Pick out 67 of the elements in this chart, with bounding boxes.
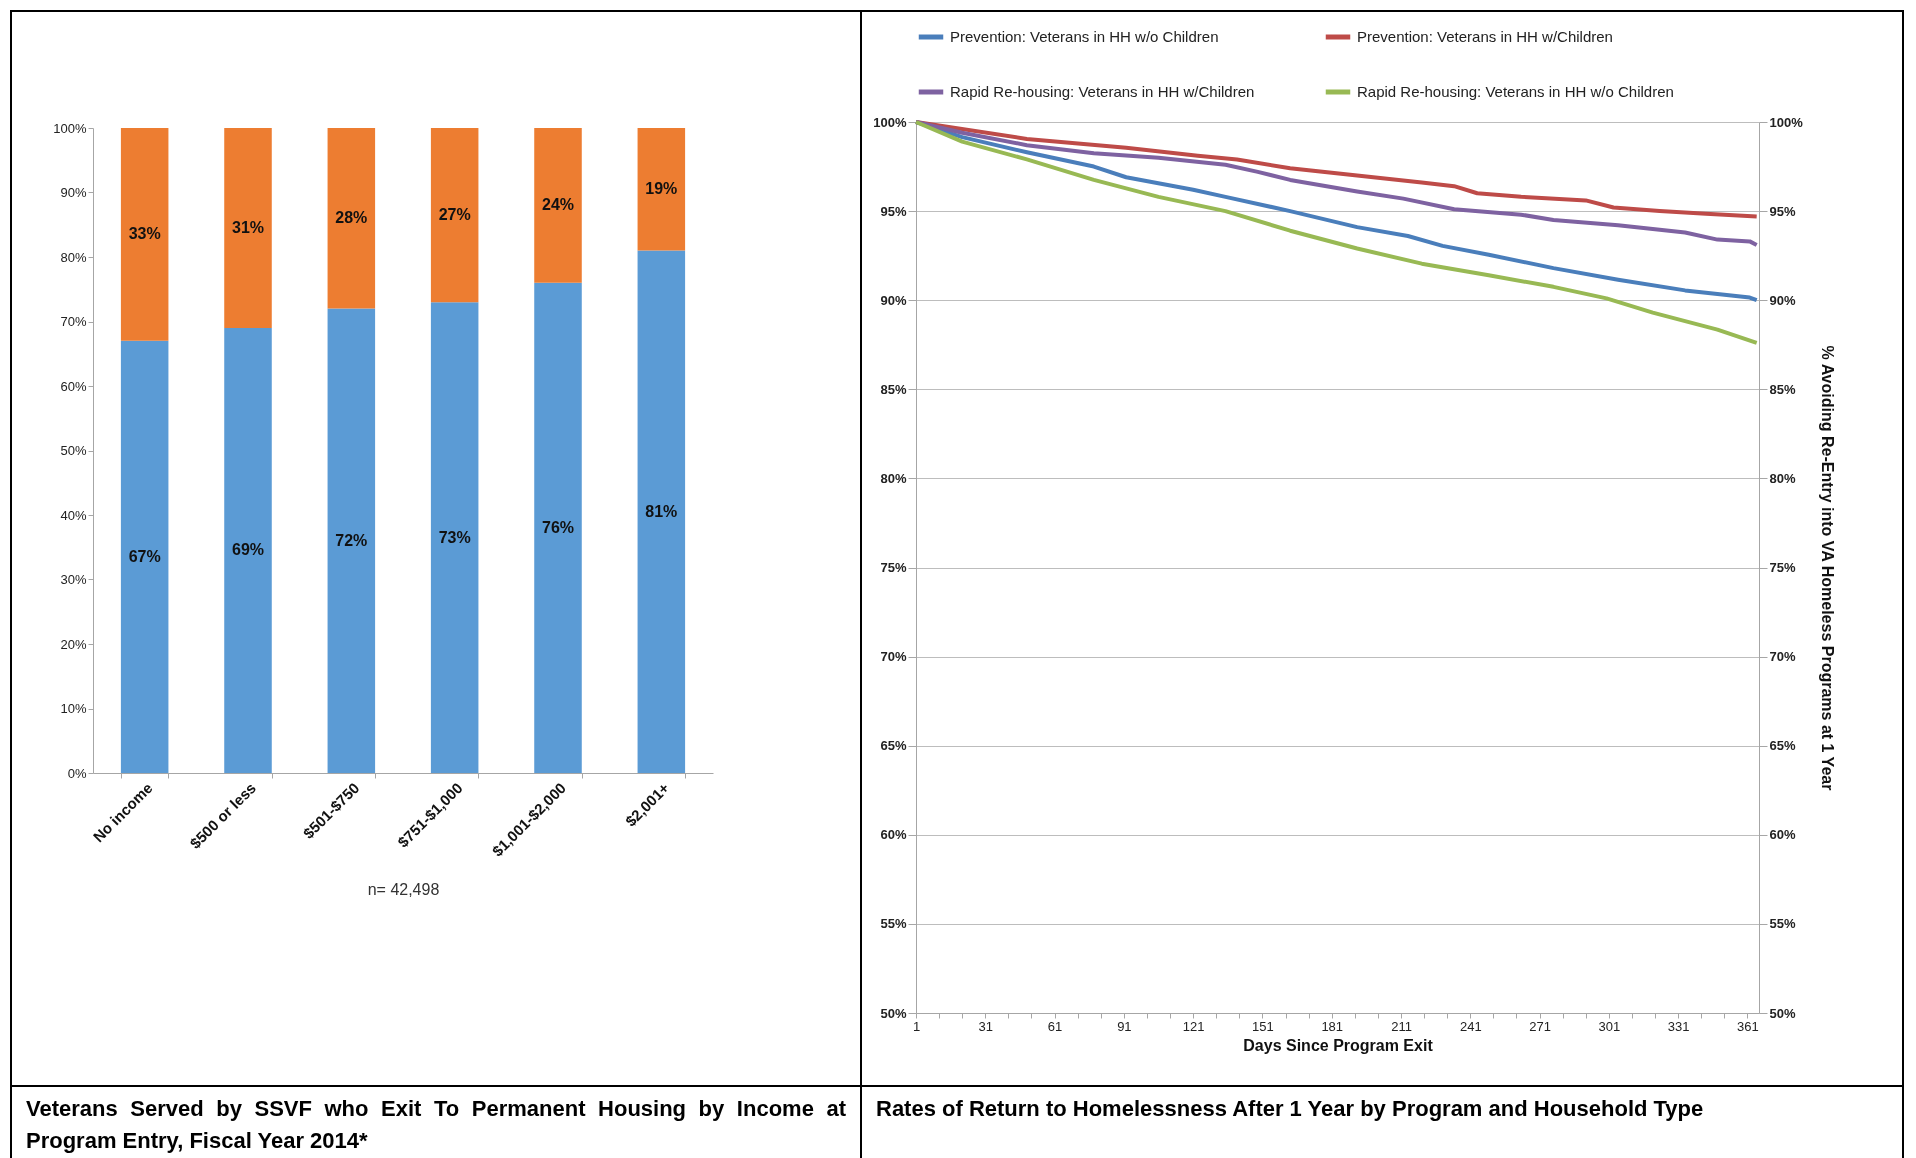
x-tick-label: 301 xyxy=(1598,1018,1621,1034)
y-tick-label: 65% xyxy=(880,738,907,754)
y-tick-label: 20% xyxy=(60,636,87,652)
x-tick-label: 181 xyxy=(1321,1018,1344,1034)
y2-tick-label: 50% xyxy=(1769,1005,1796,1021)
x-tick-label: 151 xyxy=(1252,1018,1274,1034)
legend-label: Rapid Re-housing: Veterans in HH w/Children xyxy=(950,83,1255,100)
y2-tick-label: 75% xyxy=(1769,560,1796,575)
data-label: 69% xyxy=(231,541,265,559)
text: Rates of Return to Homelessness After 1 Year by Program and Household Type xyxy=(875,1095,1705,1123)
y-tick-label: 80% xyxy=(880,470,907,486)
y-tick-label: 70% xyxy=(60,314,87,329)
x-tick-label: 61 xyxy=(1047,1018,1063,1034)
y-tick-label: 80% xyxy=(60,249,87,265)
y-tick-label: 55% xyxy=(880,916,907,932)
data-label: 33% xyxy=(128,225,161,243)
data-label: 31% xyxy=(231,218,265,236)
data-label: 24% xyxy=(541,196,575,214)
y-tick-label: 90% xyxy=(60,185,87,200)
y-tick-label: 0% xyxy=(67,765,87,781)
data-label: 27% xyxy=(438,206,471,224)
x-tick-label: 1 xyxy=(912,1018,921,1034)
text: Veterans Served by SSVF who Exit To Permanent Housing by Income at Program Entry, Fiscal Year 2014* xyxy=(25,1095,847,1155)
data-label: 19% xyxy=(645,180,678,198)
y2-axis-title: % Avoiding Re-Entry into VA Homeless Programs at 1 Year xyxy=(1818,345,1836,791)
data-label: 67% xyxy=(128,547,161,565)
y-tick-label: 10% xyxy=(60,701,87,716)
y2-tick-label: 65% xyxy=(1769,738,1796,754)
y-tick-label: 50% xyxy=(880,1005,907,1021)
y-tick-label: 100% xyxy=(873,114,907,130)
y-tick-label: 75% xyxy=(880,560,907,575)
x-tick-label: 121 xyxy=(1182,1018,1205,1034)
x-tick-label: 211 xyxy=(1391,1018,1412,1034)
y2-tick-label: 55% xyxy=(1769,916,1796,932)
y-tick-label: 90% xyxy=(880,292,907,308)
data-label: 73% xyxy=(438,528,471,546)
x-tick-label: 91 xyxy=(1117,1018,1132,1034)
y-tick-label: 50% xyxy=(60,443,87,458)
x-tick-label: 271 xyxy=(1529,1018,1551,1034)
y2-tick-label: 95% xyxy=(1769,203,1796,219)
y-tick-label: 60% xyxy=(880,827,907,843)
x-tick-label: 31 xyxy=(978,1018,994,1034)
y2-tick-label: 85% xyxy=(1769,381,1796,397)
legend-label: Rapid Re-housing: Veterans in HH w/o Children xyxy=(1357,83,1674,100)
x-tick-label: 331 xyxy=(1667,1018,1690,1034)
text: n= 42,498 xyxy=(367,880,440,898)
y2-tick-label: 80% xyxy=(1769,470,1796,486)
y-tick-label: 60% xyxy=(60,378,87,394)
data-label: 28% xyxy=(335,209,368,227)
y2-tick-label: 90% xyxy=(1769,292,1796,308)
x-tick-label: 361 xyxy=(1737,1018,1759,1034)
y-tick-label: 30% xyxy=(60,572,87,587)
y2-tick-label: 60% xyxy=(1769,827,1796,843)
legend-label: Prevention: Veterans in HH w/o Children xyxy=(950,28,1219,45)
data-label: 76% xyxy=(541,518,575,536)
y-tick-label: 70% xyxy=(880,649,907,665)
data-label: 72% xyxy=(335,531,368,549)
data-label: 81% xyxy=(645,502,678,520)
x-axis-title: Days Since Program Exit xyxy=(1243,1036,1434,1054)
y2-tick-label: 100% xyxy=(1769,114,1804,130)
legend-label: Prevention: Veterans in HH w/Children xyxy=(1357,28,1613,45)
y-tick-label: 40% xyxy=(60,507,87,523)
y-tick-label: 100% xyxy=(53,120,87,136)
x-tick-label: 241 xyxy=(1459,1018,1482,1034)
y-tick-label: 85% xyxy=(880,381,907,397)
y-tick-label: 95% xyxy=(880,203,907,219)
y2-tick-label: 70% xyxy=(1769,649,1796,665)
